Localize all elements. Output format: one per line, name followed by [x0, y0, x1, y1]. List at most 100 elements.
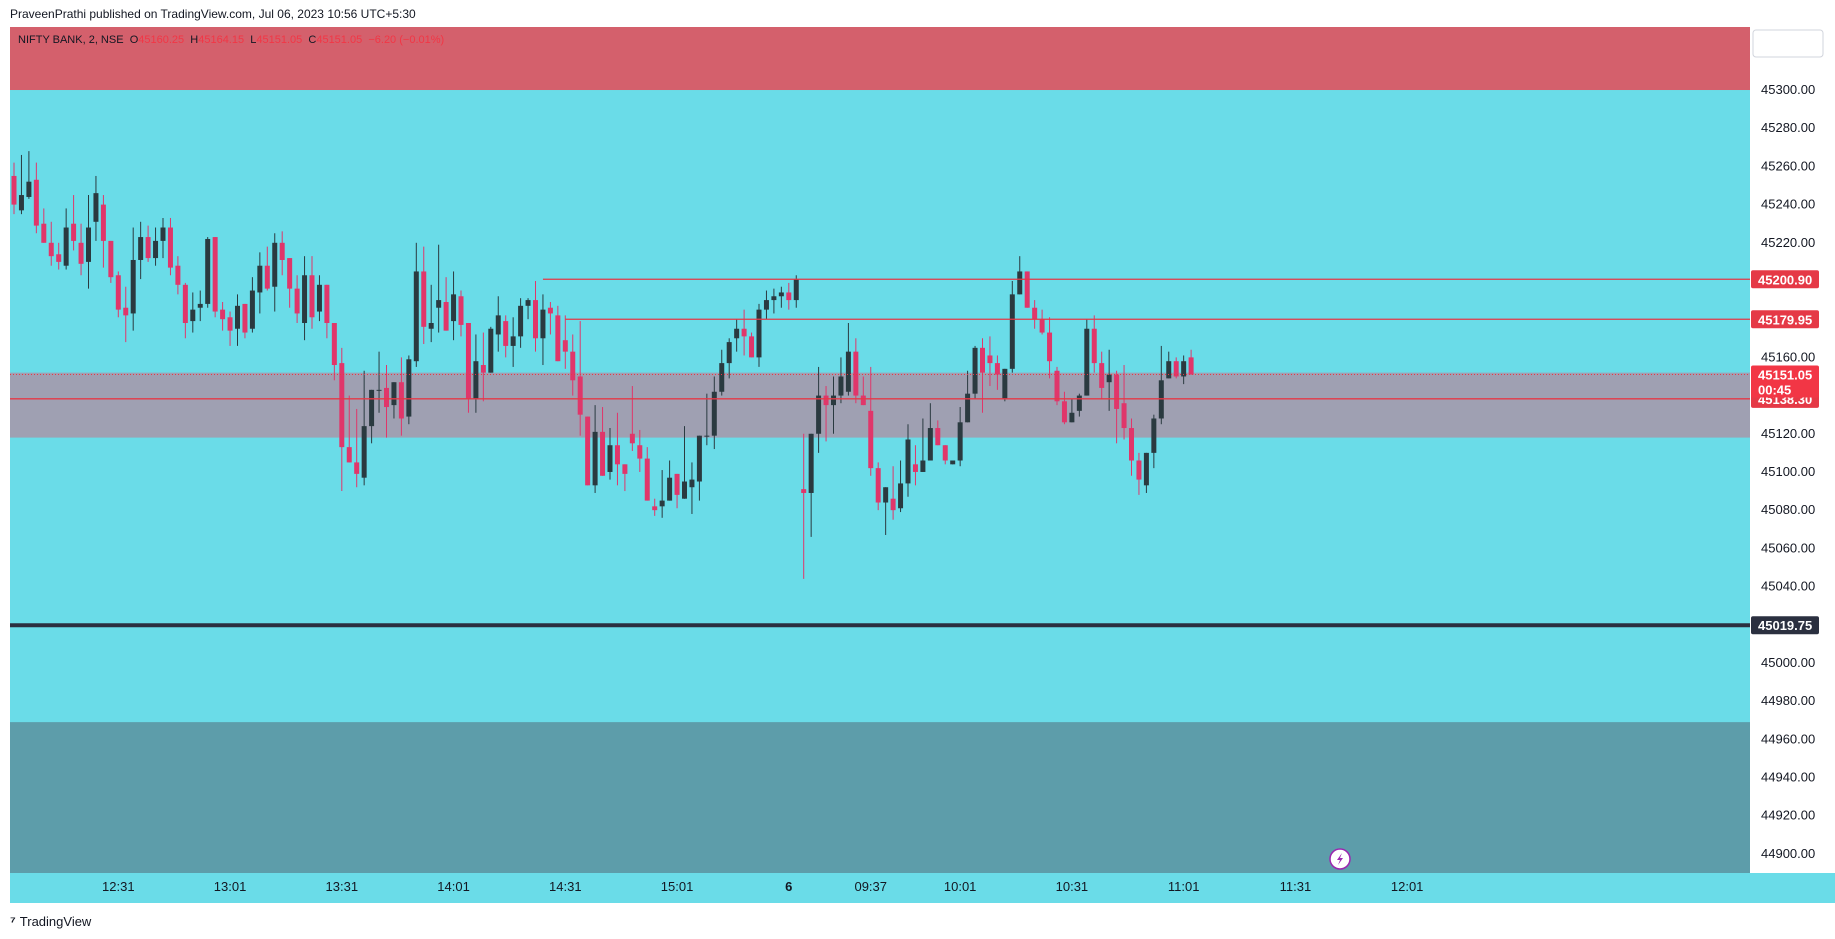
candle-body [540, 309, 546, 339]
candle-body [369, 389, 375, 427]
time-tick-label: 6 [785, 879, 792, 894]
candle-body [138, 237, 144, 260]
candle-body [78, 242, 84, 264]
candle-body [1114, 374, 1120, 409]
resistance-zone [10, 27, 1750, 91]
mid-zone [10, 372, 1750, 438]
candle-body [1151, 418, 1157, 453]
candle-body [56, 254, 62, 262]
legend-open: 45160.25 [138, 34, 185, 46]
candle-body [212, 237, 218, 312]
candle-body [86, 227, 91, 262]
candle-body [965, 393, 971, 423]
candle-body [1061, 401, 1067, 423]
candle-body [406, 359, 412, 417]
candle-body [339, 363, 345, 448]
last-price-tag-bg [1751, 365, 1819, 398]
price-tick-label: 45000.00 [1761, 655, 1815, 670]
candle-body [831, 395, 836, 406]
candle-body [428, 323, 434, 329]
candle-body [667, 477, 673, 501]
price-tick-label: 45240.00 [1761, 197, 1815, 212]
price-tick-label: 45260.00 [1761, 158, 1815, 173]
time-axis[interactable]: 12:31 13:01 13:31 14:01 14:31 15:01 6 09:37 10:0… [102, 879, 1423, 894]
candle-body [413, 271, 419, 362]
price-tick-label: 45160.00 [1761, 349, 1815, 364]
legend-h-label: H [190, 34, 199, 46]
candle-body [696, 435, 702, 482]
candle-body [823, 395, 829, 406]
time-tick-label: 09:37 [854, 879, 887, 894]
candle-body [987, 355, 993, 364]
levels [10, 278, 1750, 628]
candle-body [741, 328, 747, 337]
level-45019-tag-bg [1751, 616, 1819, 635]
legend: NIFTY BANK, 2, NSE O45160.25 H45164.15 L… [18, 34, 444, 46]
candle-body [1099, 363, 1105, 388]
candle-body [853, 351, 859, 396]
candle-body [1084, 328, 1090, 396]
candle-body [734, 328, 740, 339]
candle-body [205, 238, 211, 304]
lightning-event-icon[interactable] [1329, 848, 1351, 870]
candle-body [1143, 452, 1149, 486]
candle-body [838, 376, 844, 396]
candle-body [361, 426, 367, 478]
price-tick-label: 44980.00 [1761, 693, 1815, 708]
time-tick-label: 12:31 [102, 879, 135, 894]
price-tick-label: 45300.00 [1761, 82, 1815, 97]
tv-logo-icon: ⁷ [10, 913, 16, 929]
candle-body [704, 435, 710, 437]
legend-change: −6.20 (−0.01%) [368, 34, 445, 46]
candle-body [235, 305, 240, 329]
time-tick-label: 10:31 [1056, 879, 1089, 894]
candle-body [518, 305, 524, 337]
tradingview-logo[interactable]: ⁷ TradingView [10, 913, 91, 929]
candle-body [689, 479, 695, 488]
candle-body [719, 363, 725, 392]
top-right-box[interactable] [1752, 29, 1824, 58]
candle-body [614, 445, 620, 465]
candle-body [980, 347, 985, 373]
candle-body [1039, 319, 1045, 333]
price-tick-label: 45100.00 [1761, 464, 1815, 479]
candle-body [682, 481, 687, 499]
price-tags: 45200.9045179.9545138.3045019.7545151.05… [1751, 270, 1819, 635]
candle-body [503, 321, 509, 346]
level-45200-tag-bg [1751, 270, 1819, 289]
time-tick-label: 12:01 [1391, 879, 1424, 894]
candle-body [264, 265, 270, 289]
time-tick-label: 13:31 [326, 879, 359, 894]
candle-body [533, 300, 538, 339]
candle-body [495, 315, 501, 335]
candle-body [868, 410, 874, 469]
price-axis[interactable]: 45300.00 45280.00 45260.00 45240.00 45220.00… [1761, 82, 1815, 861]
candle-body [443, 301, 449, 331]
candle-body [510, 336, 516, 346]
price-tick-label: 45080.00 [1761, 502, 1815, 517]
candle-body [555, 315, 561, 362]
candle-body [108, 240, 114, 278]
candle-body [227, 317, 233, 331]
price-tick-label: 44940.00 [1761, 770, 1815, 785]
candle-body [294, 288, 300, 314]
candle-body [905, 439, 911, 484]
candle-body [1091, 328, 1097, 364]
price-tick-label: 45220.00 [1761, 235, 1815, 250]
candle-body [153, 240, 159, 259]
zones [10, 27, 1750, 873]
candle-body [912, 464, 918, 472]
candle-body [1032, 307, 1038, 320]
candle-body [167, 227, 173, 268]
candle-body [763, 300, 769, 310]
price-tick-label: 45280.00 [1761, 120, 1815, 135]
candle-body [33, 179, 39, 226]
candle-body [272, 242, 278, 287]
candle-body [473, 361, 479, 400]
legend-low: 45151.05 [256, 34, 303, 46]
legend-c-label: C [308, 34, 317, 46]
candle-body [249, 290, 255, 329]
candle-body [1129, 428, 1134, 461]
candle-body [160, 227, 166, 241]
